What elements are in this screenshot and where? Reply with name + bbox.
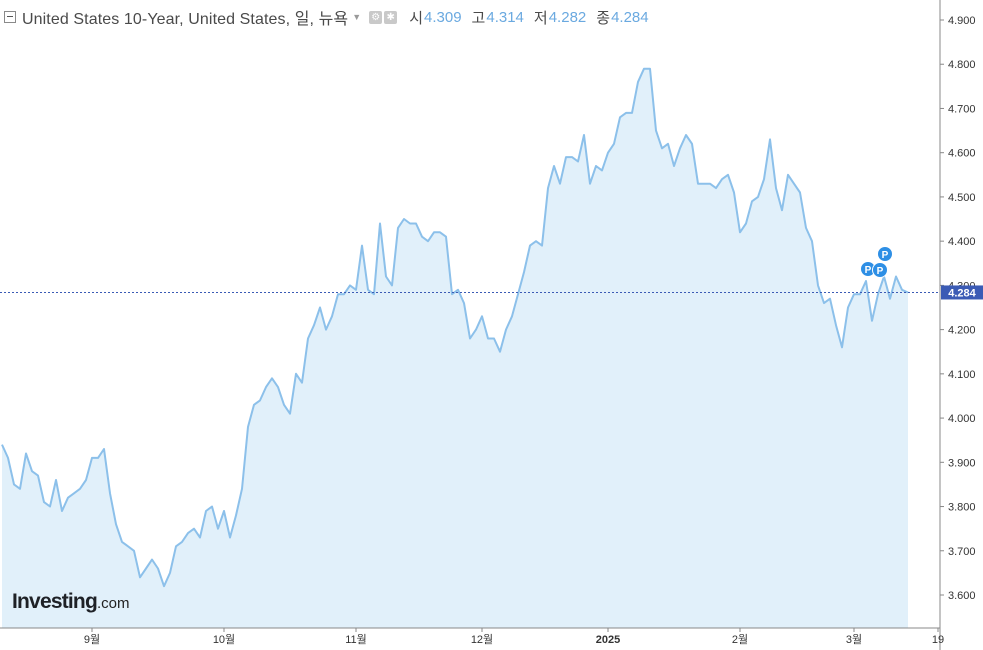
open-label: 시 [409,9,423,27]
x-tick-label: 2025 [596,634,620,646]
chart-title: United States 10-Year, United States, 일,… [22,11,349,28]
event-marker-label: P [865,265,872,276]
y-tick-label: 3.600 [948,590,976,602]
open-value: 4.309 [424,8,462,26]
close-label: 종 [596,9,611,27]
event-marker-label: P [882,250,889,261]
y-tick-label: 3.800 [948,502,976,514]
x-tick-label: 12월 [471,633,493,646]
y-tick-label: 4.100 [948,369,976,381]
close-value: 4.284 [611,8,649,26]
chart-header: United States 10-Year, United States, 일,… [4,6,649,28]
high-label: 고 [471,9,486,27]
x-tick-label: 9월 [84,633,100,646]
event-marker-label: P [877,266,884,277]
logo-suffix: .com [96,595,130,612]
y-axis: 4.9004.8004.7004.6004.5004.4004.3004.200… [940,15,976,602]
y-tick-label: 3.900 [948,457,976,469]
x-tick-label: 2월 [732,633,748,646]
investing-logo: Investing.com [12,590,130,614]
low-value: 4.282 [548,8,587,26]
series-area [2,68,908,628]
last-value-label: 4.284 [941,285,983,300]
x-tick-label: 10월 [213,633,235,646]
last-value-text: 4.284 [948,287,976,299]
y-tick-label: 3.700 [948,546,976,558]
markers: P PP [860,246,893,278]
last-value-badge [941,285,983,300]
series-line [1,67,909,588]
x-axis: 9월 10월 11월 12월 2025 2월 3월 19 [84,628,944,646]
high-value: 4.314 [486,8,524,26]
y-tick-label: 4.700 [948,103,976,115]
event-marker [877,246,893,262]
x-tick-label: 19 [932,634,944,646]
y-tick-label: 4.800 [948,59,976,71]
y-tick-label: 4.600 [948,148,976,160]
y-tick-label: 4.000 [948,413,976,425]
gear-icon[interactable]: ✱ [384,10,398,24]
y-tick-label: 4.200 [948,325,976,337]
event-marker [872,262,888,278]
y-tick-label: 4.900 [948,15,976,27]
collapse-icon[interactable] [4,11,16,23]
x-tick-label: 11월 [345,633,367,646]
settings-icon[interactable]: ⚙ [369,10,383,24]
y-tick-label: 4.500 [948,192,976,204]
x-tick-label: 3월 [846,633,862,646]
logo-text: Investing [12,590,98,613]
low-label: 저 [533,9,548,27]
chevron-down-icon[interactable]: ▼ [352,12,362,22]
y-tick-label: 4.400 [948,236,976,248]
